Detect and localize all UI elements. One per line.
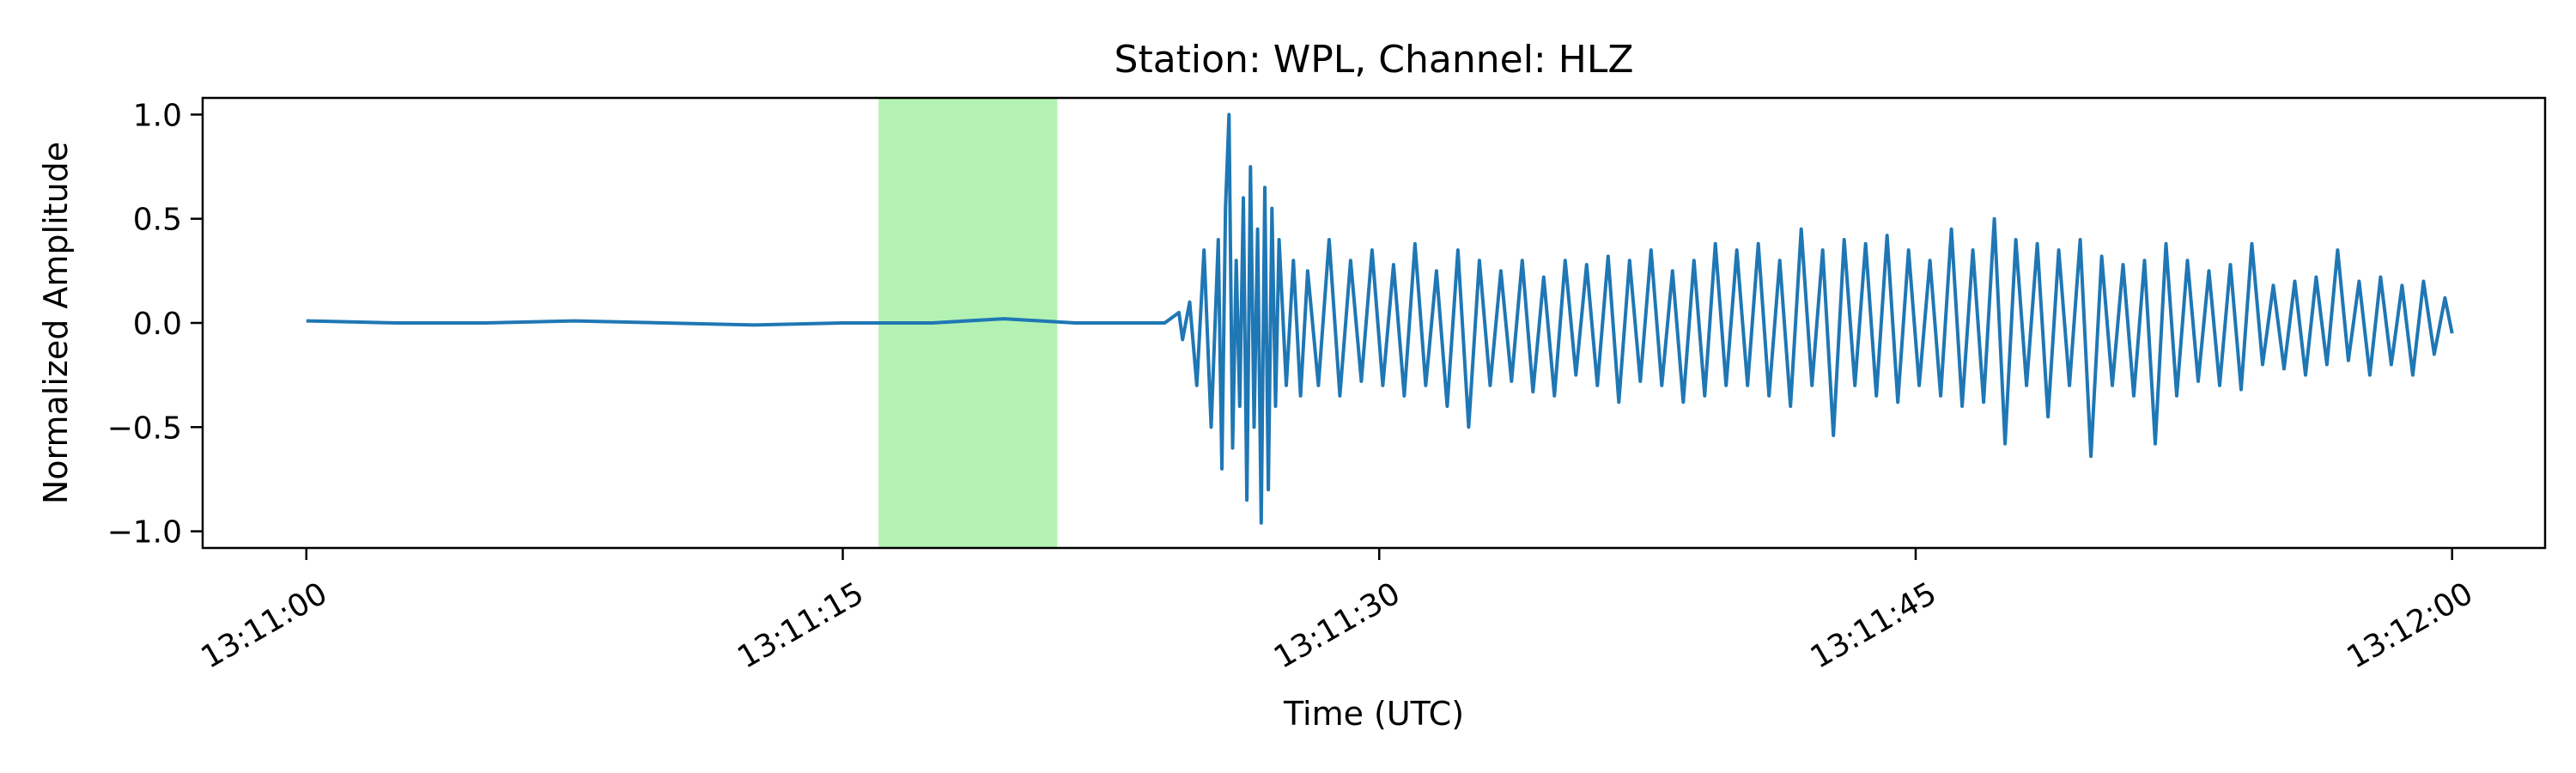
ticks-layer: 1.0 0.5 0.0 −0.5 −1.0 13:11:00 13:11:15 13:11:3… — [107, 98, 2479, 675]
x-tick-label: 13:12:00 — [2341, 575, 2479, 675]
y-tick-label: 1.0 — [133, 98, 182, 133]
y-tick-label: −1.0 — [107, 515, 182, 551]
series-line-0 — [306, 113, 2454, 525]
x-tick-label: 13:11:45 — [1805, 575, 1943, 675]
x-tick-label: 13:11:15 — [732, 575, 870, 675]
y-axis-label: Normalized Amplitude — [37, 142, 75, 504]
y-tick-label: −0.5 — [107, 411, 182, 446]
y-tick-label: 0.0 — [133, 307, 182, 342]
y-tick-label: 0.5 — [133, 203, 182, 238]
chart-title: Station: WPL, Channel: HLZ — [1115, 38, 1634, 82]
x-tick-label: 13:11:00 — [196, 575, 334, 675]
series-layer — [306, 113, 2454, 525]
x-tick-label: 13:11:30 — [1268, 575, 1406, 675]
x-axis-label: Time (UTC) — [1283, 695, 1464, 733]
